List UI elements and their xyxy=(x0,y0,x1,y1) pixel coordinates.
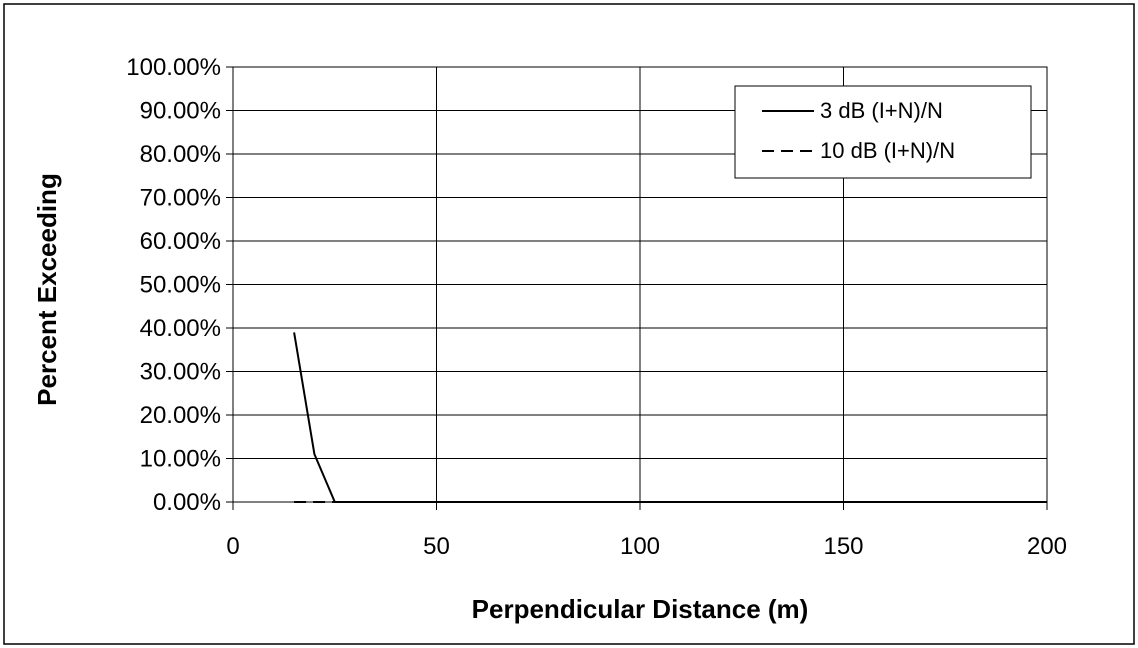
x-tick-label: 50 xyxy=(423,533,450,560)
y-tick-label: 80.00% xyxy=(140,141,221,168)
y-tick-label: 70.00% xyxy=(140,185,221,212)
series-lines xyxy=(293,332,1047,503)
x-axis-title: Perpendicular Distance (m) xyxy=(472,594,809,624)
x-tick-label: 0 xyxy=(226,533,239,560)
x-axis-ticks: 0 50 100 150 200 xyxy=(226,502,1067,560)
legend-label-10db: 10 dB (I+N)/N xyxy=(820,138,955,163)
y-axis-ticks: 0.00% 10.00% 20.00% 30.00% 40.00% 50.00% 60.00… xyxy=(126,54,233,516)
legend-label-3db: 3 dB (I+N)/N xyxy=(820,98,943,123)
y-tick-label: 90.00% xyxy=(140,98,221,125)
y-tick-label: 60.00% xyxy=(140,228,221,255)
y-tick-label: 40.00% xyxy=(140,315,221,342)
y-tick-label: 0.00% xyxy=(153,489,221,516)
y-tick-label: 30.00% xyxy=(140,359,221,386)
x-tick-label: 100 xyxy=(620,533,660,560)
y-tick-label: 50.00% xyxy=(140,272,221,299)
y-tick-label: 20.00% xyxy=(140,402,221,429)
x-tick-label: 200 xyxy=(1027,533,1067,560)
legend: 3 dB (I+N)/N 10 dB (I+N)/N xyxy=(734,85,1032,179)
y-tick-label: 100.00% xyxy=(126,54,221,81)
y-tick-label: 10.00% xyxy=(140,446,221,473)
legend-box xyxy=(734,85,1032,179)
y-axis-title: Percent Exceeding xyxy=(32,173,62,406)
x-tick-label: 150 xyxy=(823,533,863,560)
